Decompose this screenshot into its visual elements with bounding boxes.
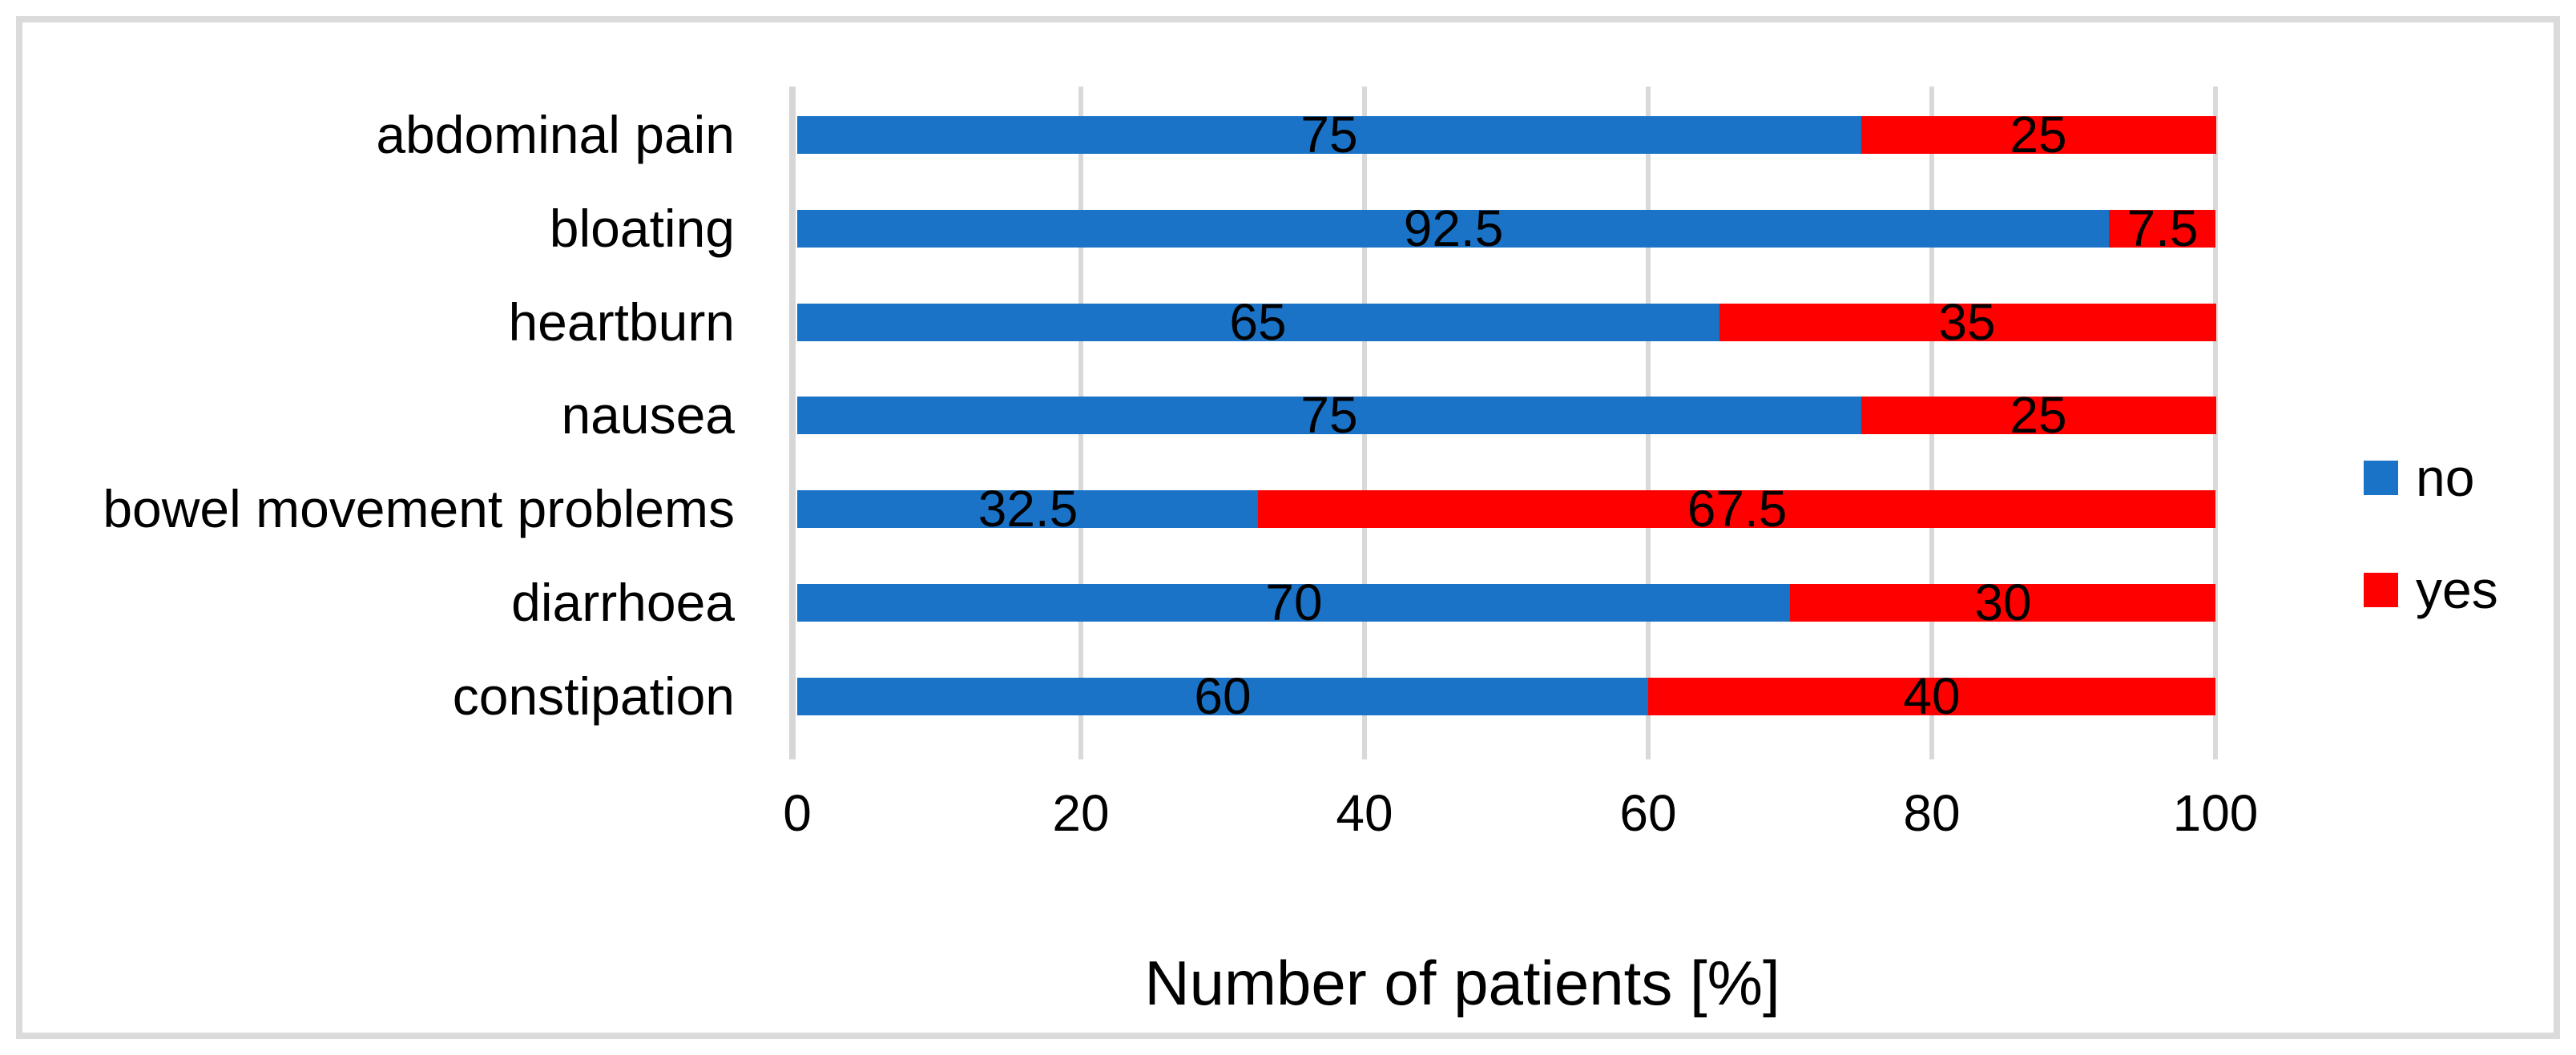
data-label: 25 (2010, 106, 2067, 163)
category-label: diarrhoea (511, 573, 735, 632)
bar-segment-no (797, 304, 1719, 341)
category-label: bloating (549, 199, 735, 258)
x-tick-label: 60 (1619, 784, 1677, 842)
bar-segment-no (797, 678, 1648, 715)
data-label: 30 (1974, 574, 2032, 631)
category-label: abdominal pain (376, 105, 735, 164)
data-label: 60 (1194, 667, 1252, 725)
bar-segment-no (797, 584, 1790, 622)
legend-label: yes (2416, 560, 2498, 619)
data-label: 32.5 (978, 480, 1078, 538)
x-tick-label: 100 (2172, 784, 2259, 842)
data-label: 40 (1903, 667, 1961, 725)
data-label: 7.5 (2127, 199, 2199, 257)
bar-segment-yes (1861, 116, 2216, 154)
bar-segment-no (797, 490, 1258, 528)
data-label: 65 (1229, 293, 1287, 351)
x-tick-label: 0 (783, 784, 812, 842)
bar-segment-yes (1258, 490, 2215, 528)
legend-swatch-yes (2364, 572, 2398, 607)
legend-swatch-no (2364, 460, 2398, 495)
data-label: 75 (1300, 386, 1358, 444)
data-label: 92.5 (1403, 199, 1504, 257)
bar-segment-no (797, 116, 1861, 154)
x-axis-title: Number of patients [%] (1144, 948, 1780, 1018)
x-tick-label: 80 (1903, 784, 1961, 842)
bar-segment-no (797, 210, 2109, 248)
category-label: nausea (561, 385, 735, 445)
category-label: constipation (452, 666, 735, 726)
chart-border-frame (16, 16, 2560, 1039)
bar-segment-yes (1861, 397, 2216, 434)
bar-segment-yes (2109, 210, 2215, 248)
bar-segment-no (797, 397, 1861, 434)
x-tick-label: 40 (1336, 784, 1393, 842)
bar-segment-yes (1648, 678, 2215, 715)
bar-segment-yes (1719, 304, 2216, 341)
x-tick-label: 20 (1052, 784, 1110, 842)
data-label: 25 (2010, 386, 2067, 444)
category-label: bowel movement problems (103, 479, 735, 538)
category-label: heartburn (508, 292, 735, 352)
y-axis-line (789, 87, 796, 759)
data-label: 35 (1938, 293, 1996, 351)
legend-label: no (2416, 448, 2475, 507)
bar-segment-yes (1790, 584, 2215, 622)
data-label: 70 (1265, 574, 1323, 631)
data-label: 75 (1300, 106, 1358, 163)
data-label: 67.5 (1687, 480, 1788, 538)
legend-item-yes: yes (2364, 560, 2498, 619)
legend-item-no: no (2364, 448, 2475, 507)
